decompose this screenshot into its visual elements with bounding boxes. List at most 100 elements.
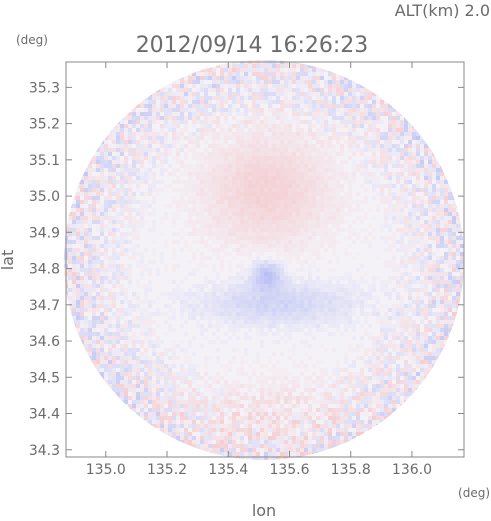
radar-cell	[296, 124, 300, 128]
radar-cell	[124, 344, 128, 348]
radar-cell	[268, 228, 272, 232]
radar-cell	[324, 204, 328, 208]
radar-cell	[276, 184, 280, 188]
radar-cell	[176, 216, 180, 220]
radar-cell	[264, 268, 268, 272]
radar-cell	[196, 140, 200, 144]
radar-cell	[440, 340, 444, 344]
radar-cell	[412, 144, 416, 148]
radar-cell	[140, 252, 144, 256]
radar-cell	[388, 328, 392, 332]
radar-cell	[192, 224, 196, 228]
radar-cell	[172, 268, 176, 272]
radar-cell	[192, 220, 196, 224]
radar-cell	[220, 180, 224, 184]
radar-cell	[240, 300, 244, 304]
radar-cell	[72, 256, 76, 260]
radar-cell	[264, 208, 268, 212]
radar-cell	[288, 76, 292, 80]
radar-cell	[136, 160, 140, 164]
radar-cell	[84, 248, 88, 252]
radar-cell	[424, 180, 428, 184]
radar-cell	[424, 144, 428, 148]
radar-cell	[332, 288, 336, 292]
radar-cell	[404, 220, 408, 224]
radar-cell	[120, 324, 124, 328]
radar-cell	[196, 200, 200, 204]
radar-cell	[312, 300, 316, 304]
radar-cell	[424, 276, 428, 280]
radar-cell	[136, 156, 140, 160]
radar-cell	[396, 204, 400, 208]
radar-cell	[184, 180, 188, 184]
radar-cell	[424, 268, 428, 272]
radar-cell	[424, 308, 428, 312]
radar-cell	[264, 224, 268, 228]
radar-cell	[356, 112, 360, 116]
radar-cell	[452, 224, 456, 228]
radar-cell	[136, 144, 140, 148]
radar-cell	[220, 156, 224, 160]
radar-cell	[256, 288, 260, 292]
radar-cell	[260, 148, 264, 152]
radar-cell	[240, 100, 244, 104]
radar-cell	[184, 204, 188, 208]
radar-cell	[100, 352, 104, 356]
radar-cell	[308, 232, 312, 236]
radar-cell	[120, 148, 124, 152]
radar-cell	[332, 312, 336, 316]
radar-cell	[432, 200, 436, 204]
radar-cell	[120, 352, 124, 356]
radar-cell	[316, 212, 320, 216]
radar-cell	[216, 304, 220, 308]
radar-cell	[356, 268, 360, 272]
radar-cell	[404, 304, 408, 308]
radar-cell	[100, 160, 104, 164]
radar-cell	[200, 264, 204, 268]
radar-cell	[172, 112, 176, 116]
radar-cell	[88, 168, 92, 172]
radar-cell	[396, 312, 400, 316]
radar-cell	[144, 320, 148, 324]
radar-cell	[144, 128, 148, 132]
radar-cell	[416, 180, 420, 184]
radar-cell	[252, 308, 256, 312]
radar-cell	[304, 196, 308, 200]
radar-cell	[208, 100, 212, 104]
radar-cell	[388, 128, 392, 132]
radar-cell	[76, 272, 80, 276]
radar-cell	[272, 168, 276, 172]
radar-cell	[268, 276, 272, 280]
radar-cell	[240, 252, 244, 256]
radar-cell	[196, 324, 200, 328]
radar-cell	[380, 108, 384, 112]
radar-cell	[300, 276, 304, 280]
radar-cell	[296, 104, 300, 108]
radar-cell	[116, 312, 120, 316]
radar-cell	[284, 136, 288, 140]
radar-cell	[324, 88, 328, 92]
radar-cell	[340, 132, 344, 136]
radar-cell	[244, 104, 248, 108]
radar-cell	[196, 288, 200, 292]
radar-cell	[400, 352, 404, 356]
radar-cell	[168, 316, 172, 320]
radar-cell	[448, 308, 452, 312]
radar-cell	[244, 248, 248, 252]
radar-cell	[152, 184, 156, 188]
radar-cell	[416, 144, 420, 148]
radar-cell	[88, 180, 92, 184]
radar-cell	[320, 224, 324, 228]
radar-cell	[148, 96, 152, 100]
radar-cell	[280, 140, 284, 144]
radar-cell	[384, 168, 388, 172]
radar-cell	[232, 64, 236, 68]
radar-cell	[288, 180, 292, 184]
radar-cell	[336, 300, 340, 304]
radar-cell	[268, 100, 272, 104]
radar-cell	[224, 136, 228, 140]
radar-cell	[412, 340, 416, 344]
radar-cell	[240, 76, 244, 80]
radar-cell	[108, 344, 112, 348]
radar-cell	[268, 220, 272, 224]
